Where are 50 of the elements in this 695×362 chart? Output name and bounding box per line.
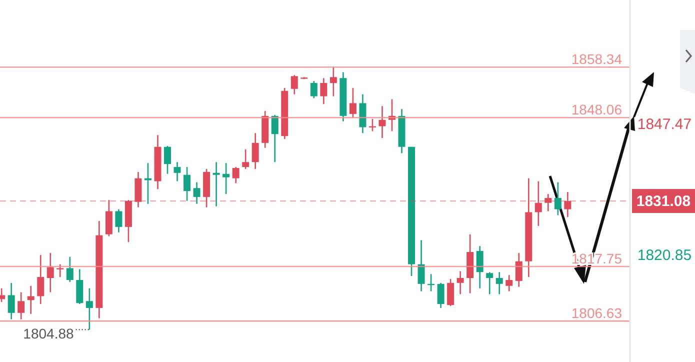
candlestick bbox=[320, 77, 328, 105]
candlestick bbox=[8, 282, 15, 320]
candlestick bbox=[515, 252, 522, 288]
text: 1847.47 bbox=[637, 116, 692, 133]
candlestick bbox=[496, 271, 503, 295]
candlestick bbox=[242, 148, 250, 170]
ref-line-label: 1848.06 bbox=[571, 102, 622, 118]
candlestick bbox=[476, 245, 484, 289]
candlestick bbox=[115, 208, 122, 233]
candlestick bbox=[66, 256, 74, 283]
candlestick bbox=[437, 282, 444, 309]
candlestick bbox=[310, 80, 318, 99]
candlestick bbox=[144, 162, 152, 204]
candlestick bbox=[37, 254, 44, 305]
candlestick bbox=[378, 105, 386, 139]
candlestick bbox=[534, 180, 542, 227]
candlestick bbox=[456, 270, 464, 295]
candlestick bbox=[418, 240, 425, 292]
candlestick bbox=[544, 193, 552, 212]
candlestick bbox=[290, 74, 298, 95]
text: 1820.85 bbox=[637, 247, 692, 264]
candlestick bbox=[76, 268, 84, 305]
candlestick bbox=[46, 252, 54, 293]
candlestick bbox=[554, 182, 562, 216]
candlestick bbox=[18, 292, 25, 320]
annotation: 1804.88 bbox=[23, 326, 74, 342]
candlestick bbox=[232, 166, 240, 184]
candlestick bbox=[349, 87, 356, 119]
candlestick bbox=[271, 114, 278, 163]
candlestick bbox=[105, 199, 112, 237]
ref-line-label: 1806.63 bbox=[571, 305, 622, 322]
candlestick bbox=[184, 166, 191, 202]
candlestick bbox=[164, 145, 171, 175]
candlestick bbox=[27, 285, 34, 315]
candlestick bbox=[252, 132, 259, 170]
candlestick bbox=[506, 274, 513, 292]
candlestick bbox=[486, 271, 494, 295]
candlestick bbox=[447, 278, 454, 307]
candlestick bbox=[368, 118, 376, 132]
ref-line-label: 1831.08 bbox=[636, 192, 691, 210]
candlestick bbox=[174, 161, 181, 182]
ref-line-label: 1858.34 bbox=[571, 51, 622, 68]
candlestick bbox=[330, 66, 337, 97]
candlestick bbox=[134, 171, 142, 208]
candlestick bbox=[564, 191, 572, 218]
candlestick bbox=[212, 161, 220, 207]
candlestick bbox=[193, 182, 200, 204]
candlestick bbox=[56, 264, 64, 278]
candlestick bbox=[222, 162, 230, 195]
candlestick bbox=[86, 288, 93, 330]
